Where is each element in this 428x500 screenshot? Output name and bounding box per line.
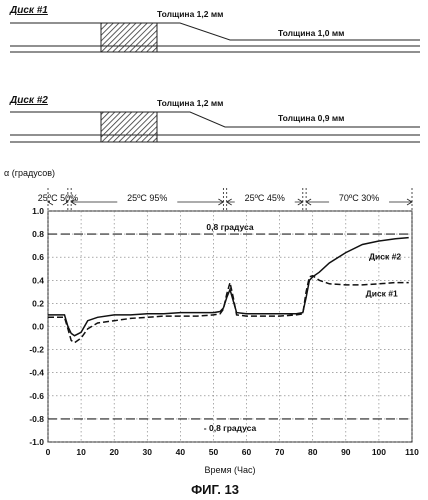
x-tick-label: 40 [176,447,186,457]
condition-label: 25ºC 45% [245,193,285,203]
condition-bands: 25ºC 50%25ºC 95%25ºC 45%70ºC 30% [38,188,412,211]
disk-2-diagram: Диск #2 Толщина 1,2 мм Толщина 0,9 мм [9,95,420,142]
disk-2-thickness-right: Толщина 0,9 мм [278,113,344,123]
series-label: Диск #1 [366,288,398,298]
disk-1-title: Диск #1 [9,5,48,16]
disk-2-profile [10,112,420,142]
y-tick-label: -0.8 [29,414,44,424]
series-label: Диск #2 [369,252,401,262]
disk-1-thickness-left: Толщина 1,2 мм [157,9,223,19]
y-tick-label: -0.6 [29,391,44,401]
y-tick-labels: 1.0 0.8 0.6 0.4 0.2 0.0 -0.2 -0.4 -0.6 -0.8 -1.0 [29,206,44,447]
x-tick-label: 50 [209,447,219,457]
disk-1-profile [10,23,420,52]
reference-lines: 0,8 градуса - 0,8 градуса [48,222,412,433]
disk-2-title: Диск #2 [9,95,48,106]
reference-line-label: 0,8 градуса [206,222,253,232]
y-tick-label: -0.4 [29,368,44,378]
y-tick-label: 0.0 [32,322,44,332]
x-tick-labels: 0 10 20 30 40 50 60 70 80 90 100 110 [46,447,419,457]
condition-label: 25ºC 95% [127,193,167,203]
data-series [48,238,409,343]
x-tick-label: 110 [405,447,419,457]
disk-2-thickness-left: Толщина 1,2 мм [157,98,223,108]
disk-2-hatched-block [101,112,157,142]
y-tick-label: 0.4 [32,275,44,285]
series-line-2 [48,276,409,343]
x-tick-label: 0 [46,447,51,457]
y-tick-label: -0.2 [29,345,44,355]
disk-1-thickness-right: Толщина 1,0 мм [278,28,344,38]
condition-label: 70ºC 30% [339,193,379,203]
y-tick-label: 0.8 [32,229,44,239]
x-tick-label: 10 [76,447,86,457]
disk-1-hatched-block [101,23,157,52]
grid-lines [48,211,412,442]
reference-line-label: - 0,8 градуса [204,423,257,433]
figure-caption: ФИГ. 13 [191,482,239,497]
y-tick-label: 0.6 [32,252,44,262]
disk-1-diagram: Диск #1 Толщина 1,2 мм Толщина 1,0 мм [9,5,420,52]
series-labels: Диск #2 Диск #1 [366,252,402,299]
y-axis-label: α (градусов) [4,168,55,178]
x-tick-label: 30 [143,447,153,457]
x-tick-label: 70 [275,447,285,457]
y-tick-label: 0.2 [32,298,44,308]
x-tick-label: 60 [242,447,252,457]
x-tick-label: 20 [109,447,119,457]
y-tick-label: 1.0 [32,206,44,216]
y-tick-label: -1.0 [29,437,44,447]
x-axis-label: Время (Час) [204,465,255,475]
x-tick-label: 90 [341,447,351,457]
x-tick-label: 100 [372,447,386,457]
x-tick-label: 80 [308,447,318,457]
